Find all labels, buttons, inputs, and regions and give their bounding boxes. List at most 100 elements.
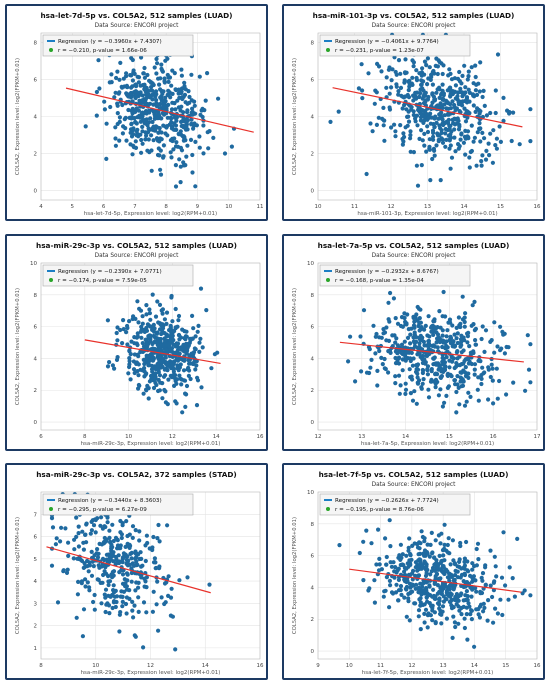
data-point [124, 83, 129, 88]
data-point [207, 582, 212, 587]
data-point [103, 587, 109, 592]
y-tick-label: 8 [311, 522, 315, 528]
data-point [391, 560, 396, 565]
data-point [389, 125, 394, 130]
data-point [348, 334, 353, 339]
legend-dot-swatch [326, 278, 330, 282]
data-point [454, 325, 459, 330]
data-point [131, 70, 136, 75]
data-point [138, 83, 143, 88]
data-point [512, 594, 517, 599]
data-point [196, 323, 201, 328]
data-point [480, 94, 485, 100]
data-point [140, 341, 145, 346]
data-point [422, 131, 427, 136]
data-point [161, 374, 167, 379]
x-tick-label: 6 [102, 204, 106, 210]
data-point [133, 528, 138, 533]
data-point [154, 136, 160, 141]
data-point [166, 574, 171, 579]
data-point [144, 342, 149, 347]
data-point [421, 551, 426, 556]
data-point [184, 329, 189, 334]
data-point [394, 336, 399, 341]
data-point [476, 557, 481, 562]
legend-entry-correlation: r = −0.174, p-value = 7.59e-05 [58, 278, 147, 284]
data-point [154, 98, 159, 103]
data-point [114, 75, 119, 81]
data-point [472, 362, 478, 367]
data-point [419, 73, 424, 78]
data-point [423, 323, 428, 328]
data-point [466, 74, 471, 79]
data-point [410, 398, 416, 403]
data-point [499, 575, 505, 580]
data-point [498, 348, 503, 353]
data-point [444, 343, 449, 349]
data-point [127, 532, 132, 537]
data-point [462, 63, 467, 68]
data-point [434, 362, 439, 367]
data-point [417, 328, 422, 333]
data-point [50, 525, 56, 530]
data-point [469, 617, 474, 622]
data-point [457, 608, 462, 613]
data-point [408, 129, 413, 134]
data-point [124, 138, 129, 143]
data-point [484, 148, 489, 153]
data-point [158, 172, 164, 177]
data-point [382, 356, 387, 362]
data-point [364, 171, 369, 177]
data-point [143, 96, 149, 101]
data-point [467, 604, 472, 609]
data-point [469, 608, 474, 613]
data-point [161, 89, 166, 94]
data-point [476, 398, 481, 403]
data-point [173, 306, 178, 312]
y-tick-label: 4 [34, 356, 38, 362]
data-point [452, 343, 457, 348]
data-point [459, 81, 464, 86]
data-point [174, 381, 179, 386]
data-point [463, 584, 468, 589]
data-point [458, 110, 463, 115]
data-point [448, 102, 453, 107]
data-point [104, 557, 109, 562]
data-point [465, 637, 470, 642]
data-point [159, 354, 164, 360]
data-point [384, 75, 389, 80]
data-point [188, 376, 193, 382]
data-points [105, 286, 220, 415]
y-tick-label: 6 [34, 325, 38, 331]
data-point [455, 575, 461, 580]
data-point [154, 56, 159, 62]
data-point [454, 361, 459, 366]
data-point [130, 599, 135, 604]
data-point [123, 544, 128, 549]
data-point [144, 610, 149, 615]
data-point [457, 402, 462, 407]
data-point [197, 340, 202, 345]
data-point [502, 351, 507, 356]
chart-subtitle: Data Source: ENCORI project [372, 23, 456, 29]
data-point [135, 299, 140, 304]
data-point [130, 608, 135, 613]
data-point [81, 540, 86, 545]
data-point [187, 340, 192, 345]
data-point [144, 117, 149, 122]
data-point [133, 139, 138, 144]
data-point [389, 590, 395, 595]
data-point [177, 157, 182, 162]
data-point [162, 367, 167, 372]
data-point [396, 356, 401, 361]
data-point [135, 334, 140, 339]
data-point [162, 601, 167, 607]
data-point [528, 342, 533, 347]
data-point [149, 133, 154, 138]
data-point [404, 566, 409, 571]
data-point [434, 120, 439, 125]
data-point [141, 357, 146, 362]
data-point [373, 334, 378, 339]
data-point [459, 333, 464, 338]
data-point [137, 115, 143, 120]
